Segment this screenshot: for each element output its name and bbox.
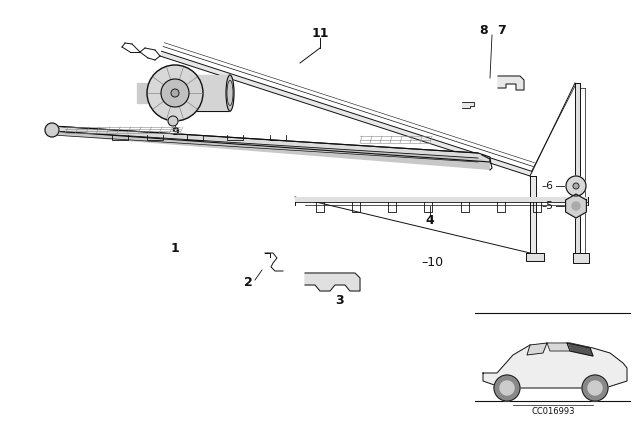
Text: –6: –6: [541, 181, 553, 191]
Text: –10: –10: [421, 257, 443, 270]
Circle shape: [582, 375, 608, 401]
Polygon shape: [527, 343, 547, 355]
Polygon shape: [52, 131, 490, 170]
Circle shape: [147, 65, 203, 121]
Circle shape: [572, 202, 580, 210]
Text: 9: 9: [171, 127, 179, 137]
Polygon shape: [567, 343, 593, 356]
Text: 1: 1: [171, 241, 179, 254]
Polygon shape: [462, 102, 474, 108]
Polygon shape: [547, 343, 570, 351]
Polygon shape: [305, 273, 360, 291]
Text: 11: 11: [311, 26, 329, 39]
Polygon shape: [526, 253, 544, 261]
Circle shape: [588, 381, 602, 395]
Circle shape: [494, 375, 520, 401]
Polygon shape: [575, 83, 580, 253]
Polygon shape: [483, 343, 627, 388]
Text: CC016993: CC016993: [531, 406, 575, 415]
Ellipse shape: [226, 75, 234, 111]
Text: 8: 8: [480, 23, 488, 36]
Text: 2: 2: [244, 276, 252, 289]
Polygon shape: [566, 194, 586, 218]
Ellipse shape: [45, 123, 59, 137]
Text: 4: 4: [426, 214, 435, 227]
Text: –5: –5: [541, 201, 553, 211]
Circle shape: [566, 176, 586, 196]
Circle shape: [500, 381, 514, 395]
Polygon shape: [137, 83, 147, 103]
Circle shape: [168, 116, 178, 126]
Polygon shape: [160, 51, 532, 176]
Circle shape: [573, 183, 579, 189]
Polygon shape: [295, 197, 588, 202]
Polygon shape: [52, 126, 490, 162]
Circle shape: [171, 89, 179, 97]
Polygon shape: [498, 76, 524, 90]
Text: 7: 7: [498, 23, 506, 36]
Polygon shape: [573, 253, 589, 263]
Polygon shape: [530, 176, 536, 253]
Circle shape: [161, 79, 189, 107]
Text: 3: 3: [336, 293, 344, 306]
Polygon shape: [189, 75, 230, 111]
